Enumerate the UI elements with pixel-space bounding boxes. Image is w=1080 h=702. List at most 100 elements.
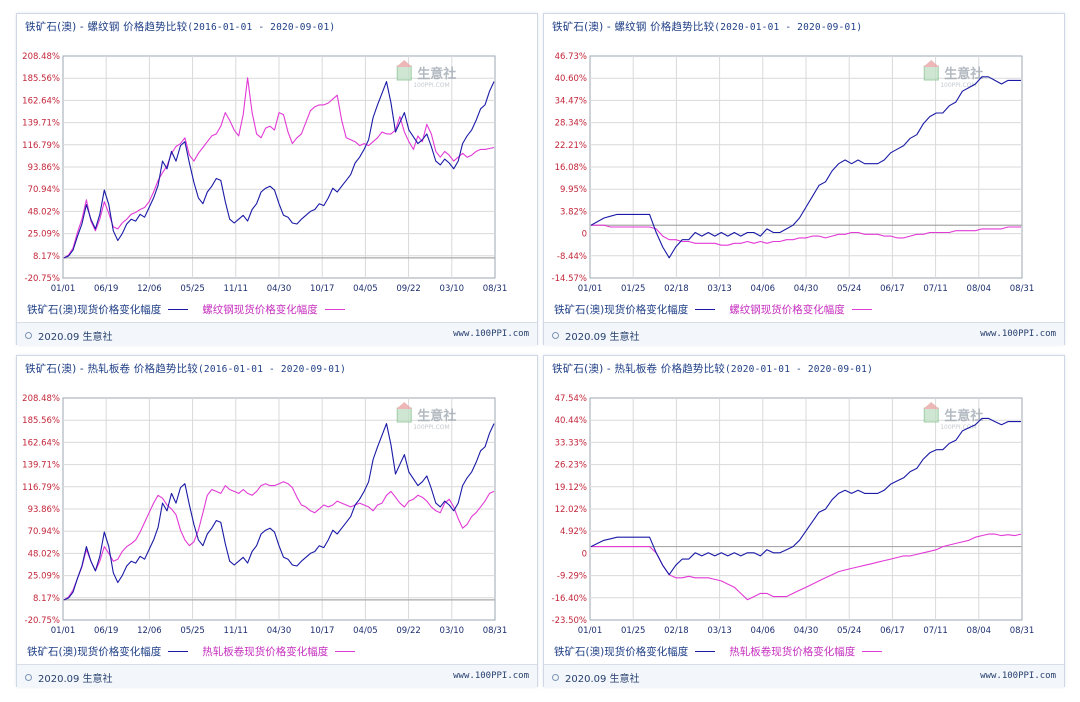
series-line-iron-ore: [590, 417, 1021, 576]
y-tick-label: -16.40%: [552, 594, 587, 604]
x-tick-label: 07/11: [923, 626, 948, 636]
legend-swatch: [695, 651, 716, 652]
watermark-roof-icon: [396, 402, 413, 409]
y-tick-label: 25.09%: [28, 572, 60, 582]
site-link[interactable]: www.100PPI.com: [453, 671, 529, 681]
legend-swatch: [324, 309, 345, 310]
x-tick-label: 08/31: [483, 626, 508, 636]
x-tick-label: 03/10: [440, 284, 465, 294]
y-tick-label: 48.02%: [28, 207, 60, 217]
legend-item-series-b: 螺纹钢现货价格变化幅度: [729, 302, 872, 317]
x-tick-label: 09/22: [396, 284, 421, 294]
x-tick-label: 08/04: [967, 626, 992, 636]
chart-title-text: 铁矿石(澳) - 热轧板卷 价格趋势比较: [25, 363, 198, 375]
y-tick-label: 162.64%: [22, 438, 60, 448]
x-tick-label: 04/05: [353, 626, 378, 636]
y-tick-label: 34.47%: [555, 96, 587, 106]
watermark-roof-icon: [923, 60, 940, 67]
legend-label: 铁矿石(澳)现货价格变化幅度: [27, 304, 162, 316]
x-tick-label: 08/04: [967, 284, 992, 294]
x-tick-label: 03/10: [440, 626, 465, 636]
x-tick-label: 03/13: [707, 284, 732, 294]
legend-item-series-a: 铁矿石(澳)现货价格变化幅度: [27, 302, 189, 317]
y-tick-label: 40.60%: [555, 74, 587, 84]
x-tick-label: 11/11: [224, 626, 249, 636]
chart-svg: 47.54% 40.44% 33.33% 26.23% 19.12% 12.02% 4.92…: [552, 394, 1035, 636]
x-tick-label: 02/18: [664, 284, 689, 294]
chart-title-text: 铁矿石(澳) - 螺纹钢 价格趋势比较: [25, 21, 188, 33]
x-tick-label: 10/17: [310, 626, 335, 636]
x-tick-label: 04/05: [353, 284, 378, 294]
y-tick-label: 47.54%: [555, 394, 587, 404]
x-tick-label: 04/06: [751, 284, 776, 294]
watermark-logo-icon: [396, 407, 412, 423]
watermark-text: 生意社: [944, 408, 983, 424]
x-tick-label: 05/24: [837, 284, 862, 294]
y-tick-label: 9.95%: [560, 185, 587, 195]
site-link[interactable]: www.100PPI.com: [980, 671, 1056, 681]
y-tick-label: 8.17%: [33, 252, 60, 262]
legend-label: 铁矿石(澳)现货价格变化幅度: [27, 646, 162, 658]
x-tick-label: 06/17: [880, 626, 905, 636]
watermark-subtext: 100PPI.COM: [413, 424, 449, 431]
series-line-steel: [63, 77, 495, 259]
watermark-subtext: 100PPI.COM: [940, 424, 976, 431]
chart-panel: 铁矿石(澳) - 热轧板卷 价格趋势比较(2020-01-01 - 2020-0…: [543, 355, 1065, 687]
y-tick-label: 22.21%: [555, 141, 587, 151]
chart-footer: 2020.09 生意社 www.100PPI.com: [544, 664, 1064, 687]
copyright-text: 2020.09 生意社: [565, 674, 640, 685]
y-tick-label: 25.09%: [28, 230, 60, 240]
x-tick-label: 12/06: [137, 626, 162, 636]
y-tick-label: 185.56%: [22, 74, 60, 84]
y-tick-label: 26.23%: [555, 461, 587, 471]
x-tick-label: 10/17: [310, 284, 335, 294]
x-tick-label: 04/06: [751, 626, 776, 636]
legend-label: 热轧板卷现货价格变化幅度: [202, 646, 329, 658]
x-tick-label: 06/17: [880, 284, 905, 294]
info-icon: [25, 674, 32, 681]
x-tick-label: 05/24: [837, 626, 862, 636]
watermark-logo-icon: [923, 65, 939, 81]
site-link[interactable]: www.100PPI.com: [980, 329, 1056, 339]
y-tick-label: 93.86%: [28, 505, 60, 515]
legend-item-series-a: 铁矿石(澳)现货价格变化幅度: [554, 302, 716, 317]
series-line-iron-ore: [590, 76, 1021, 259]
x-tick-label: 08/31: [1010, 626, 1035, 636]
chart-title-text: 铁矿石(澳) - 热轧板卷 价格趋势比较: [552, 363, 725, 375]
y-tick-label: -9.29%: [557, 572, 587, 582]
y-tick-label: 19.12%: [555, 483, 587, 493]
legend-label: 铁矿石(澳)现货价格变化幅度: [554, 646, 689, 658]
x-tick-label: 08/31: [1010, 284, 1035, 294]
x-tick-label: 01/25: [621, 626, 646, 636]
y-tick-label: -14.57%: [552, 274, 587, 284]
x-tick-label: 04/30: [794, 284, 819, 294]
legend-item-series-b: 热轧板卷现货价格变化幅度: [202, 644, 356, 659]
y-tick-label: 116.79%: [22, 141, 60, 151]
chart-panel: 铁矿石(澳) - 螺纹钢 价格趋势比较(2020-01-01 - 2020-09…: [543, 13, 1065, 345]
y-tick-label: 93.86%: [28, 163, 60, 173]
chart-legend: 铁矿石(澳)现货价格变化幅度 螺纹钢现货价格变化幅度: [554, 302, 886, 317]
x-tick-label: 07/11: [923, 284, 948, 294]
x-tick-label: 01/01: [578, 284, 603, 294]
y-tick-label: 28.34%: [555, 119, 587, 129]
copyright: 2020.09 生意社: [25, 328, 113, 343]
chart-date-range: (2020-01-01 - 2020-09-01): [714, 22, 863, 33]
chart-title: 铁矿石(澳) - 螺纹钢 价格趋势比较(2016-01-01 - 2020-09…: [25, 19, 335, 34]
watermark-text: 生意社: [417, 66, 456, 82]
copyright: 2020.09 生意社: [552, 328, 640, 343]
site-link[interactable]: www.100PPI.com: [453, 329, 529, 339]
legend-item-series-a: 铁矿石(澳)现货价格变化幅度: [554, 644, 716, 659]
legend-swatch: [851, 309, 872, 310]
x-tick-label: 09/22: [396, 626, 421, 636]
y-tick-label: 33.33%: [555, 438, 587, 448]
copyright-text: 2020.09 生意社: [38, 332, 113, 343]
watermark-subtext: 100PPI.COM: [413, 82, 449, 89]
copyright: 2020.09 生意社: [552, 670, 640, 685]
x-tick-label: 04/30: [267, 626, 292, 636]
chart-legend: 铁矿石(澳)现货价格变化幅度 热轧板卷现货价格变化幅度: [27, 644, 369, 659]
y-tick-label: 139.71%: [22, 119, 60, 129]
chart-panel: 铁矿石(澳) - 螺纹钢 价格趋势比较(2016-01-01 - 2020-09…: [16, 13, 538, 345]
